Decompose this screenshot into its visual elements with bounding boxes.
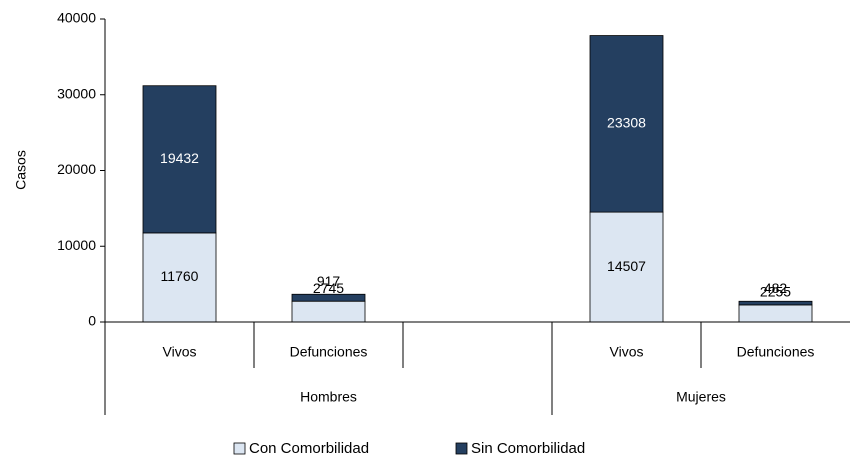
legend-label: Con Comorbilidad [249, 440, 369, 457]
data-label: 2255 [760, 284, 791, 300]
y-tick-label: 40000 [57, 10, 96, 26]
bar-segment [291, 300, 366, 323]
y-tick-label: 20000 [57, 161, 96, 177]
bar-segment [291, 293, 366, 302]
x-tick-label: Defunciones [737, 344, 815, 360]
data-label: 482 [764, 280, 788, 296]
bar-segment [589, 211, 664, 323]
data-label: 917 [317, 273, 341, 289]
legend-swatch [233, 442, 246, 455]
y-tick-label: 0 [88, 313, 96, 329]
x-tick-label: Defunciones [290, 344, 368, 360]
data-label: 14507 [607, 258, 646, 274]
bar-segment [738, 304, 813, 323]
group-label: Hombres [300, 389, 357, 405]
data-label: 23308 [607, 115, 646, 131]
data-label: 19432 [160, 150, 199, 166]
bar-segment [738, 300, 813, 306]
y-tick-label: 30000 [57, 85, 96, 101]
legend-swatch [455, 442, 468, 455]
group-label: Mujeres [676, 389, 726, 405]
legend-label: Sin Comorbilidad [471, 440, 585, 457]
bar-segment [142, 85, 217, 234]
x-tick-label: Vivos [163, 344, 197, 360]
bar-segment [589, 35, 664, 213]
x-tick-label: Vivos [610, 344, 644, 360]
data-label: 2745 [313, 280, 344, 296]
data-label: 11760 [161, 268, 199, 284]
y-axis-label: Casos [13, 150, 29, 190]
y-tick-label: 10000 [57, 237, 96, 253]
